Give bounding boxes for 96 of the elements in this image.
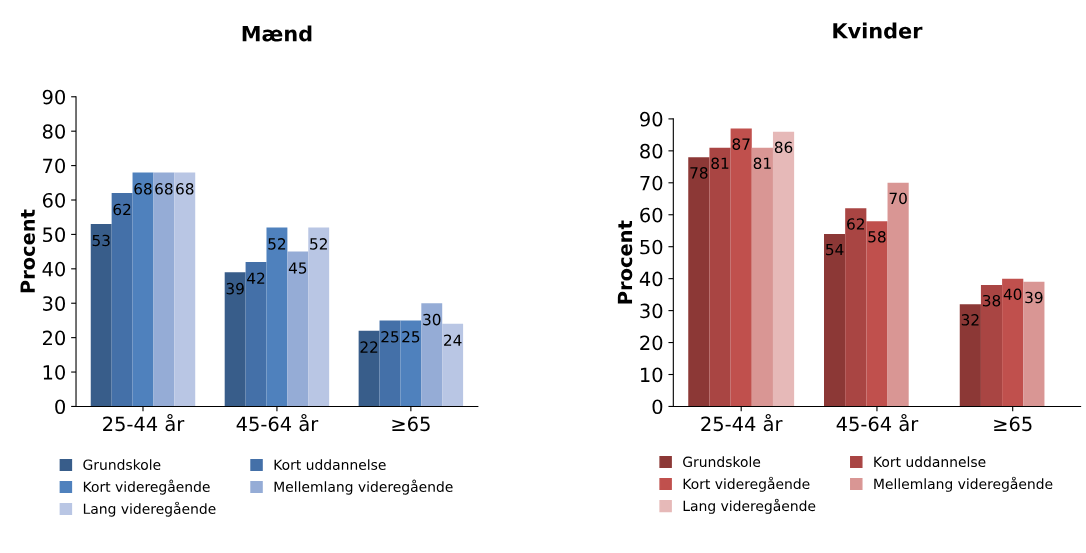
- bar: [153, 172, 175, 407]
- legend-label: Kort videregående: [683, 476, 810, 492]
- data-label: 52: [268, 238, 286, 250]
- data-label: 68: [134, 183, 152, 195]
- y-tick-label: 50: [640, 239, 663, 255]
- data-label: 38: [982, 294, 1001, 307]
- legend-label: Grundskole: [83, 459, 161, 470]
- bar: [887, 182, 909, 407]
- bar: [730, 128, 752, 407]
- bar: [245, 261, 267, 407]
- bar: [308, 227, 330, 407]
- bar: [709, 147, 731, 407]
- y-tick-label: 40: [42, 261, 66, 277]
- x-tick-label: 45-64 år: [236, 413, 319, 432]
- y-tick-label: 30: [43, 296, 66, 311]
- y-tick-label: 10: [43, 365, 66, 380]
- legend-label: Grundskole: [683, 456, 761, 468]
- y-tick-label: 90: [640, 111, 663, 127]
- bar: [287, 251, 309, 407]
- x-tick-label: ≥65: [994, 416, 1032, 432]
- data-label: 68: [176, 183, 194, 195]
- y-tick-label: 80: [42, 124, 66, 139]
- y-tick-label: 10: [640, 367, 663, 383]
- bar: [980, 285, 1003, 407]
- y-tick-label: 40: [639, 271, 663, 287]
- bar: [224, 272, 246, 407]
- bar: [866, 221, 888, 407]
- bar: [959, 304, 981, 407]
- x-tick-label: 25-44 år: [103, 413, 185, 432]
- data-label: 39: [1025, 291, 1043, 304]
- bar: [400, 320, 422, 407]
- data-label: 39: [226, 282, 244, 295]
- data-label: 62: [113, 203, 131, 216]
- data-label: 68: [155, 183, 173, 195]
- data-label: 81: [711, 157, 729, 170]
- data-label: 78: [690, 167, 708, 179]
- data-label: 87: [732, 138, 750, 150]
- data-label: 32: [961, 314, 979, 326]
- legend-label: Kort videregående: [83, 479, 210, 495]
- y-axis-title: Procent: [617, 220, 633, 304]
- legend-label: Mellemlang videregående: [274, 479, 453, 495]
- bar: [751, 147, 773, 407]
- y-tick-label: 0: [55, 399, 66, 415]
- data-label: 45: [288, 262, 307, 274]
- y-tick-label: 60: [42, 192, 66, 208]
- data-label: 40: [1003, 288, 1022, 301]
- bar: [174, 172, 196, 407]
- bar: [688, 157, 710, 407]
- y-axis-title: Procent: [20, 209, 36, 293]
- y-tick-label: 90: [42, 89, 66, 105]
- bar: [358, 330, 380, 407]
- x-tick-label: ≥65: [392, 416, 430, 432]
- y-tick-label: 80: [640, 143, 663, 159]
- bar: [379, 320, 401, 407]
- x-tick-label: 45-64 år: [836, 413, 919, 432]
- y-tick-label: 70: [640, 175, 663, 191]
- data-label: 25: [402, 331, 420, 343]
- y-tick-label: 0: [652, 399, 663, 415]
- legend-label: Lang videregående: [83, 501, 216, 517]
- bar: [845, 208, 867, 407]
- y-tick-label: 20: [42, 330, 66, 346]
- data-label: 86: [774, 141, 793, 154]
- data-label: 25: [381, 331, 399, 343]
- bar: [1023, 281, 1045, 407]
- bar: [772, 131, 795, 407]
- bar: [421, 303, 443, 407]
- bar: [824, 233, 846, 407]
- data-label: 58: [868, 230, 886, 243]
- y-tick-label: 20: [640, 335, 663, 351]
- data-label: 81: [753, 157, 771, 170]
- y-tick-label: 70: [43, 158, 66, 174]
- data-label: 30: [423, 313, 441, 326]
- data-label: 42: [247, 272, 265, 284]
- data-label: 53: [92, 234, 110, 247]
- bar: [90, 224, 112, 407]
- y-tick-label: 50: [43, 227, 66, 243]
- chart-title: Kvinder: [833, 22, 923, 39]
- legend-label: Lang videregående: [683, 498, 816, 514]
- data-label: 62: [847, 218, 864, 230]
- bar: [442, 323, 464, 407]
- data-label: 54: [826, 243, 844, 256]
- x-tick-label: 25-44 år: [701, 413, 783, 432]
- data-label: 22: [360, 341, 378, 353]
- bar: [111, 193, 133, 407]
- bar: [1002, 278, 1024, 407]
- chart-title: Mænd: [242, 25, 312, 42]
- legend-label: Mellemlang videregående: [874, 476, 1053, 492]
- legend-label: Kort uddannelse: [874, 456, 986, 468]
- bar: [132, 172, 154, 407]
- bar: [266, 227, 288, 407]
- y-tick-label: 30: [640, 303, 663, 319]
- data-label: 70: [889, 192, 907, 205]
- data-label: 24: [444, 334, 462, 346]
- data-label: 52: [310, 238, 327, 250]
- legend-label: Kort uddannelse: [274, 459, 386, 470]
- y-tick-label: 60: [640, 207, 663, 223]
